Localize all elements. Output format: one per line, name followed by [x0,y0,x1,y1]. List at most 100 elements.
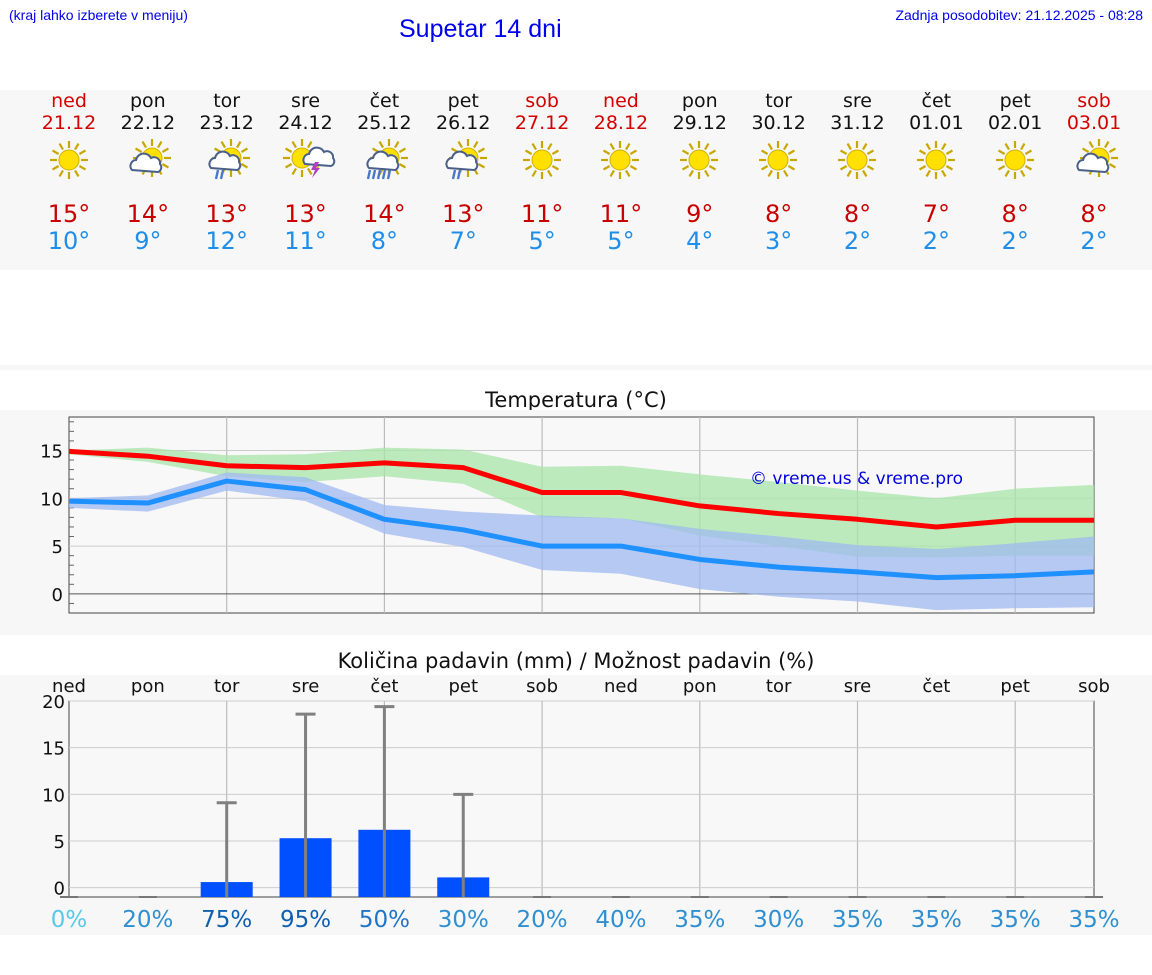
day-name: pon [681,90,718,112]
y-tick-label: 0 [52,585,63,606]
temperature-chart-panel: 0 5 10 15 © vreme.us & vreme.pro [0,410,1152,635]
precipitation-probability: 75% [201,907,252,933]
min-temperature: 4° [686,227,714,255]
location-hint[interactable]: (kraj lahko izberete v meniju) [9,7,188,23]
sun-icon [581,138,660,182]
temperature-chart-title: Temperatura (°C) [485,388,667,412]
precipitation-chart-panel: 0 5 10 15 20 ned pon tor sre čet pet sob ned pon tor sr… [0,675,1152,935]
sun-cloud-rain-icon [424,138,503,182]
max-temperature: 8° [1001,200,1029,228]
y-tick-label: 10 [42,785,65,806]
x-category-label: pon [683,676,717,697]
x-category-label: tor [766,676,792,697]
min-temperature-line [68,478,1095,581]
day-name: pet [999,90,1031,112]
sun-icon [897,138,976,182]
x-category-label: ned [604,676,638,697]
forecast-day: pet 26.12 13° 7° [424,90,503,270]
min-temperature: 10° [47,227,91,255]
forecast-day: sob 27.12 11° 5° [503,90,582,270]
y-tick-label: 15 [40,441,63,462]
day-date: 03.01 [1066,112,1122,134]
forecast-day: sre 31.12 8° 2° [818,90,897,270]
sun-icon [30,138,109,182]
day-name: pon [129,90,166,112]
day-date: 21.12 [41,112,97,134]
forecast-day: pet 02.01 8° 2° [976,90,1055,270]
day-name: čet [921,90,952,112]
forecast-day: ned 21.12 15° 10° [30,90,109,270]
forecast-day: tor 30.12 8° 3° [739,90,818,270]
x-category-label: pet [1000,676,1030,697]
min-temperature: 12° [205,227,248,255]
forecast-band: ned 21.12 15° 10° pon 22.12 14° 9° tor 23.12 13° 12… [0,90,1152,270]
day-date: 01.01 [909,112,964,134]
precipitation-probability: 30% [753,907,804,933]
x-category-label: pon [131,676,165,697]
max-temperature: 8° [765,200,793,228]
divider [0,365,1152,370]
last-updated: Zadnja posodobitev: 21.12.2025 - 08:28 [895,7,1143,23]
max-temperature: 14° [126,200,170,228]
sun-cloud-icon [1055,138,1134,182]
day-date: 22.12 [120,112,176,134]
min-temperature: 2° [1001,227,1029,255]
day-name: tor [765,90,793,112]
y-tick-label: 5 [52,537,63,558]
sun-icon [976,138,1055,182]
max-temperature: 15° [47,200,91,228]
x-category-label: ned [52,676,86,697]
forecast-day: čet 25.12 14° 8° [345,90,424,270]
watermark: © vreme.us & vreme.pro [750,469,963,489]
max-temperature: 13° [441,200,485,228]
max-temperature: 13° [205,200,248,228]
min-temperature: 2° [843,227,872,255]
x-category-label: čet [370,676,398,697]
day-name: sob [1077,90,1111,112]
day-name: ned [603,90,639,112]
precipitation-probability: 50% [359,907,410,933]
max-temperature: 9° [686,200,714,228]
min-range-band [69,472,1095,611]
y-tick-label: 20 [42,692,65,713]
forecast-day: čet 01.01 7° 2° [897,90,976,270]
precipitation-probability: 20% [517,907,568,933]
max-temperature: 14° [363,200,406,228]
min-temperature: 11° [284,227,327,255]
x-category-label: tor [214,676,240,697]
day-date: 30.12 [751,112,806,134]
max-range-band [69,447,1095,558]
y-tick-label: 10 [40,489,63,510]
precipitation-probability: 35% [990,907,1041,933]
forecast-days: ned 21.12 15° 10° pon 22.12 14° 9° tor 23.12 13° 12… [0,90,1152,270]
min-temperature: 7° [449,227,477,255]
forecast-day: pon 22.12 14° 9° [108,90,187,270]
forecast-day: sob 03.01 8° 2° [1055,90,1134,270]
precipitation-probability: 0% [51,907,88,933]
day-name: sob [525,90,559,112]
precipitation-probability: 95% [280,907,331,933]
sun-icon [818,138,897,182]
precipitation-probability: 35% [911,907,962,933]
x-category-label: sob [526,676,558,697]
x-category-label: sre [292,676,319,697]
min-temperature: 5° [607,227,635,255]
precipitation-probability: 35% [674,907,725,933]
y-tick-label: 0 [54,879,65,900]
plot-area [68,700,1095,898]
max-temperature: 8° [1080,200,1108,228]
day-date: 25.12 [357,112,412,134]
forecast-day: sre 24.12 13° 11° [266,90,345,270]
sun-cloud-rain-icon [187,138,266,182]
x-category-label: sob [1078,676,1110,697]
y-tick-label: 15 [42,739,65,760]
max-temperature: 11° [520,200,564,228]
min-temperature: 2° [922,227,950,255]
day-name: sre [843,90,872,112]
day-name: pet [447,90,479,112]
x-category-label: sre [844,676,871,697]
forecast-day: pon 29.12 9° 4° [660,90,739,270]
min-temperature: 8° [370,227,399,255]
day-date: 23.12 [199,112,254,134]
sun-icon [503,138,582,182]
